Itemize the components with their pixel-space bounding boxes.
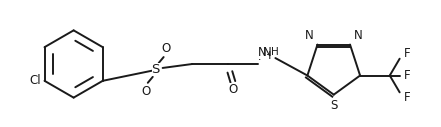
- Text: N: N: [305, 29, 314, 42]
- Text: O: O: [141, 85, 150, 98]
- Text: N: N: [258, 46, 267, 59]
- Text: H: H: [262, 51, 271, 61]
- Text: Cl: Cl: [29, 74, 41, 87]
- Text: S: S: [152, 63, 160, 76]
- Text: O: O: [228, 83, 238, 96]
- Text: N: N: [258, 50, 267, 63]
- Text: O: O: [161, 42, 170, 55]
- Text: H: H: [270, 47, 278, 57]
- Text: F: F: [404, 69, 410, 82]
- Text: F: F: [404, 47, 410, 60]
- Text: N: N: [263, 46, 272, 59]
- Text: F: F: [404, 91, 410, 104]
- Text: S: S: [330, 99, 337, 112]
- Text: N: N: [354, 29, 363, 42]
